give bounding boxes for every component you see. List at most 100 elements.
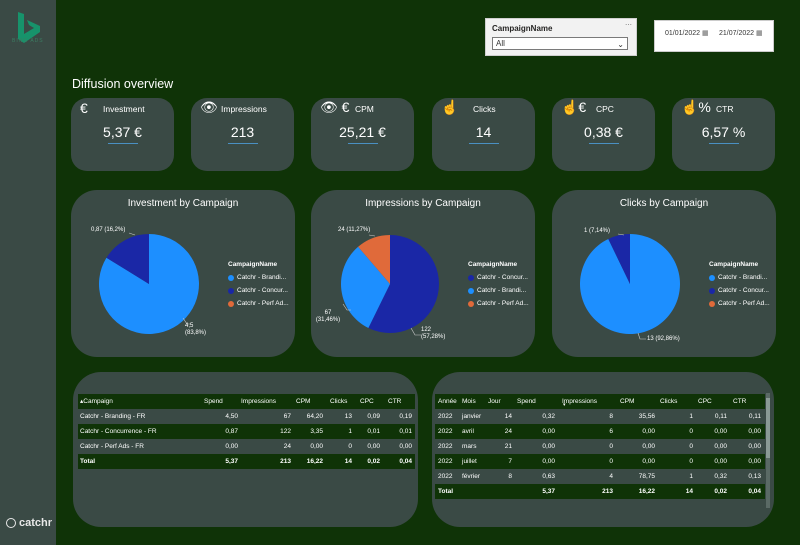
column-header[interactable]: CPM (620, 398, 635, 405)
click-icon: ☝ (441, 99, 459, 115)
legend-label: Catchr - Brandi... (718, 274, 768, 281)
table-cell: 0,00 (399, 443, 412, 450)
table-header: Année Mois Jour Spend Impressions CPM Cl… (435, 394, 765, 409)
table-row[interactable]: 2022 juillet 7 0,00 0 0,00 0 0,00 0,00 (435, 454, 765, 469)
kpi-label: CTR (716, 104, 734, 114)
column-header[interactable]: CPC (360, 398, 374, 405)
leader-line (182, 317, 191, 325)
kpi-underline (708, 143, 739, 144)
table-cell: 24 (504, 428, 512, 435)
leader-line (368, 234, 376, 237)
campaign-dropdown[interactable]: All ⌄ (492, 37, 628, 50)
column-header[interactable]: Impressions (562, 394, 597, 409)
column-header[interactable]: Impressions (241, 398, 277, 405)
pie-slice[interactable] (341, 246, 390, 328)
table-row[interactable]: 2022 avril 24 0,00 6 0,00 0 0,00 0,00 (435, 424, 765, 439)
table-row[interactable]: 2022 mars 21 0,00 0 0,00 0 0,00 0,00 (435, 439, 765, 454)
legend-item[interactable]: Catchr - Brandi... (228, 271, 289, 284)
date-range-slicer: 01/01/2022 ▦ 21/07/2022 ▦ (654, 20, 774, 52)
column-header[interactable]: Mois (462, 398, 476, 405)
start-date-value: 01/01/2022 (665, 30, 701, 37)
end-date-input[interactable]: 21/07/2022 ▦ (719, 29, 763, 37)
column-header[interactable]: ▴Campaign (80, 398, 113, 405)
legend-label: Catchr - Concur... (477, 274, 528, 281)
kpi-underline (588, 143, 619, 144)
legend-dot (709, 274, 715, 281)
slicer-menu-icon[interactable]: ⋯ (625, 22, 632, 29)
table-cell: 2022 (438, 413, 453, 420)
table-cell: 4 (609, 473, 613, 480)
column-header-label: Campaign (83, 398, 113, 405)
table-cell: 0,11 (714, 413, 727, 420)
table-total-row[interactable]: Total 5,37 213 16,22 14 0,02 0,04 (78, 454, 415, 469)
table-row[interactable]: Catchr - Concurrence - FR 0,87 122 3,35 1 0,0… (78, 424, 415, 439)
pie-slice[interactable] (358, 235, 390, 284)
column-header[interactable]: CTR (388, 398, 402, 405)
leader-line (342, 303, 351, 311)
table-cell: 5,37 (225, 458, 238, 465)
table-row[interactable]: 2022 janvier 14 0,32 8 35,56 1 0,11 0,11 (435, 409, 765, 424)
column-header[interactable]: Spend (517, 398, 536, 405)
table-row[interactable]: 2022 février 8 0,63 4 78,75 1 0,32 0,13 (435, 469, 765, 484)
column-header-label: Impressions (562, 398, 598, 405)
calendar-icon[interactable]: ▦ (702, 30, 709, 37)
start-date-input[interactable]: 01/01/2022 ▦ (665, 29, 709, 37)
pie-slice[interactable] (608, 234, 630, 284)
table-header: ▴Campaign Spend Impressions CPM Clicks C… (78, 394, 415, 409)
section-title: Diffusion overview (72, 77, 174, 91)
column-header[interactable]: Spend (204, 398, 223, 405)
chart-title: Investment by Campaign (127, 198, 239, 209)
pie-label: 13 (92,86%) (647, 336, 680, 342)
table-scrollbar-thumb[interactable] (766, 398, 770, 458)
kpi-value: 0,38 € (584, 124, 623, 140)
column-header[interactable]: Clicks (660, 398, 678, 405)
pie-card-clicks: Clicks by Campaign 13 (92,86%) 1 (7,14%)… (552, 190, 776, 357)
pie-slice[interactable] (368, 235, 439, 333)
legend-item[interactable]: Catchr - Perf Ad... (709, 297, 770, 310)
table-total-row[interactable]: Total 5,37 213 16,22 14 0,02 0,04 (435, 484, 765, 499)
table-cell: 0,04 (399, 458, 412, 465)
table-cell: 35,56 (638, 413, 655, 420)
legend-item[interactable]: Catchr - Brandi... (709, 271, 770, 284)
table-cell: 64,20 (306, 413, 323, 420)
eye-icon: 👁 (200, 99, 218, 115)
table-cell: 0,01 (399, 428, 412, 435)
legend-item[interactable]: Catchr - Concur... (709, 284, 770, 297)
table-row[interactable]: Catchr - Perf Ads - FR 0,00 24 0,00 0 0,00 0,0… (78, 439, 415, 454)
pie-slice[interactable] (106, 234, 149, 284)
table-cell: 2022 (438, 473, 453, 480)
legend-item[interactable]: Catchr - Brandi... (468, 284, 529, 297)
kpi-underline (107, 143, 138, 144)
pie-label: 0,87 (16,2%) (91, 227, 126, 233)
table-cell: Total (438, 488, 454, 495)
sort-descending-icon[interactable]: ▾ (563, 402, 566, 408)
leader-line (128, 232, 136, 236)
leader-line (617, 233, 625, 236)
table-cell: 0,00 (748, 458, 761, 465)
column-header[interactable]: Année (438, 398, 457, 405)
table-cell: 0,63 (542, 473, 555, 480)
chevron-down-icon: ⌄ (617, 40, 624, 49)
column-header[interactable]: CTR (733, 398, 747, 405)
table-cell: 0,00 (225, 443, 238, 450)
column-header[interactable]: Clicks (330, 398, 348, 405)
kpi-card-cpc: ☝€ CPC 0,38 € (552, 98, 655, 171)
calendar-icon[interactable]: ▦ (756, 30, 763, 37)
legend-item[interactable]: Catchr - Concur... (468, 271, 529, 284)
table-cell: 2022 (438, 428, 453, 435)
column-header[interactable]: Jour (488, 398, 501, 405)
column-header[interactable]: CPC (698, 398, 712, 405)
legend-item[interactable]: Catchr - Concur... (228, 284, 289, 297)
legend-item[interactable]: Catchr - Perf Ad... (228, 297, 289, 310)
table-cell: 0,00 (542, 458, 555, 465)
column-header[interactable]: CPM (296, 398, 311, 405)
table-cell: février (462, 473, 481, 480)
legend-dot (709, 287, 715, 294)
table-cell: 0,00 (642, 428, 655, 435)
table-row[interactable]: Catchr - Branding - FR 4,50 67 64,20 13 0,09 0… (78, 409, 415, 424)
table-cell: 0,04 (748, 488, 761, 495)
kpi-card-impressions: 👁 Impressions 213 (191, 98, 294, 171)
table-cell: 67 (283, 413, 291, 420)
end-date-value: 21/07/2022 (719, 30, 755, 37)
legend-item[interactable]: Catchr - Perf Ad... (468, 297, 529, 310)
